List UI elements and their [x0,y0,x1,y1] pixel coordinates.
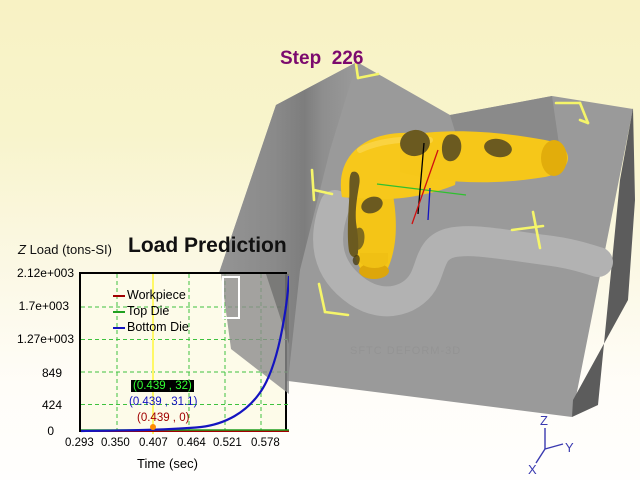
svg-text:Y: Y [565,440,574,455]
svg-text:X: X [528,462,537,477]
svg-text:Z: Z [540,413,548,428]
